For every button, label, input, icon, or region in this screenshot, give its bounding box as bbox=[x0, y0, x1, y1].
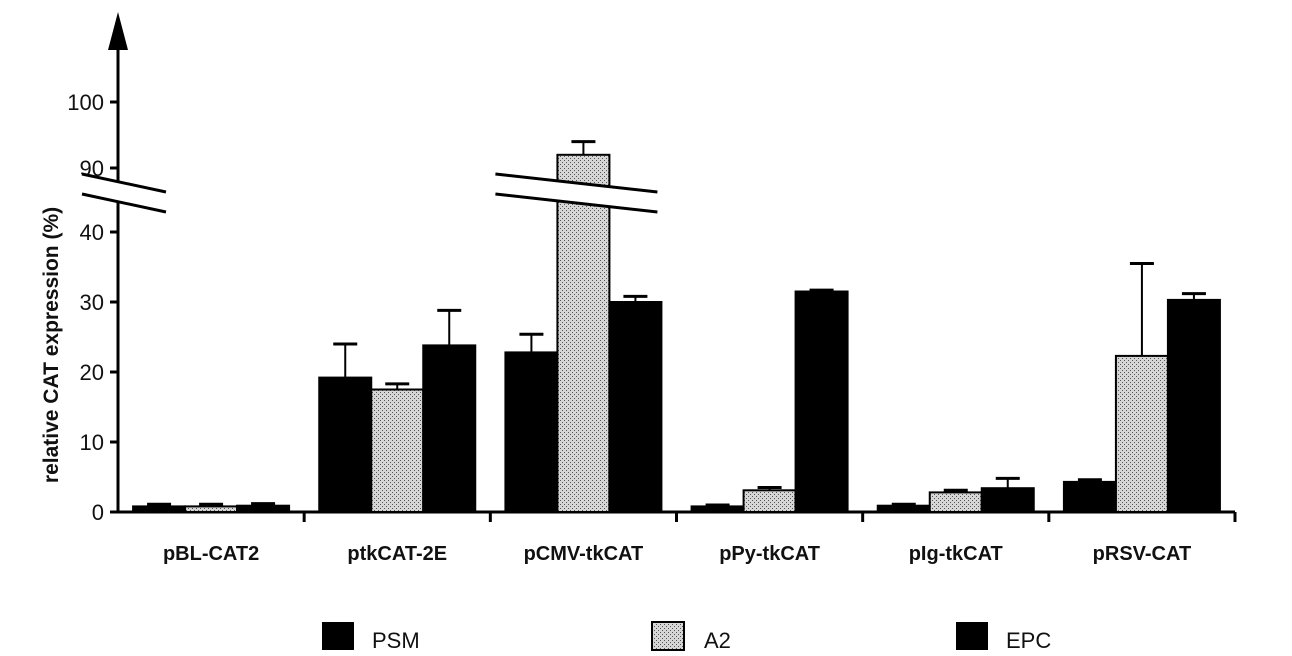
bar-epc bbox=[980, 487, 1035, 514]
y-tick-label: 30 bbox=[80, 290, 104, 315]
legend: PSM A2 EPC bbox=[322, 621, 1051, 653]
bar-break-line-bottom bbox=[495, 192, 658, 214]
legend-label-psm: PSM bbox=[372, 628, 420, 653]
bar-psm bbox=[504, 351, 559, 513]
y-tick-label: 100 bbox=[67, 90, 104, 115]
bar-psm bbox=[690, 505, 745, 513]
bar-epc bbox=[1166, 298, 1221, 513]
bar-psm bbox=[1062, 480, 1117, 513]
bar-epc bbox=[608, 301, 663, 513]
bar-epc bbox=[794, 290, 849, 513]
bar-a2 bbox=[184, 505, 239, 513]
bar-a2 bbox=[370, 388, 425, 513]
y-axis-break-line-bottom bbox=[81, 192, 167, 214]
legend-label-epc: EPC bbox=[1006, 628, 1051, 653]
bar-a2 bbox=[556, 153, 611, 514]
bar-epc bbox=[236, 504, 291, 514]
x-category-label: ptkCAT-2E bbox=[347, 543, 447, 565]
y-tick-label: 0 bbox=[92, 500, 104, 525]
x-axis: pBL-CAT2 ptkCAT-2E pCMV-tkCAT pPy-tkCAT pIg-… bbox=[118, 510, 1237, 565]
x-category-label: pRSV-CAT bbox=[1093, 543, 1192, 565]
y-axis-arrow bbox=[108, 12, 128, 50]
bar-break bbox=[495, 172, 658, 214]
bar-a2 bbox=[742, 489, 797, 513]
x-category-label: pPy-tkCAT bbox=[719, 543, 820, 565]
y-tick-label: 10 bbox=[80, 430, 104, 455]
x-category-label: pCMV-tkCAT bbox=[524, 543, 644, 565]
bar-a2 bbox=[928, 491, 983, 513]
bar-break-line-top bbox=[495, 172, 658, 194]
x-category-label: pIg-tkCAT bbox=[909, 543, 1003, 565]
bars bbox=[132, 140, 1221, 514]
bar-psm bbox=[132, 505, 187, 513]
y-axis-break bbox=[81, 172, 167, 214]
x-category-label: pBL-CAT2 bbox=[163, 543, 259, 565]
bar-a2 bbox=[1114, 354, 1169, 513]
legend-swatch-a2 bbox=[651, 621, 685, 651]
legend-swatch-psm bbox=[322, 622, 354, 650]
y-axis-break-gap bbox=[82, 174, 166, 212]
y-axis-title: relative CAT expression (%) bbox=[40, 207, 63, 483]
axis-breaks bbox=[81, 172, 658, 214]
y-tick-label: 40 bbox=[80, 220, 104, 245]
legend-swatch-epc bbox=[956, 622, 988, 650]
bar-break-gap bbox=[495, 174, 658, 212]
bar-psm bbox=[318, 376, 373, 513]
bar-psm bbox=[876, 504, 931, 514]
y-tick-label: 20 bbox=[80, 360, 104, 385]
bar-epc bbox=[422, 344, 477, 513]
legend-label-a2: A2 bbox=[704, 628, 731, 653]
y-axis-break-line-top bbox=[81, 172, 167, 194]
